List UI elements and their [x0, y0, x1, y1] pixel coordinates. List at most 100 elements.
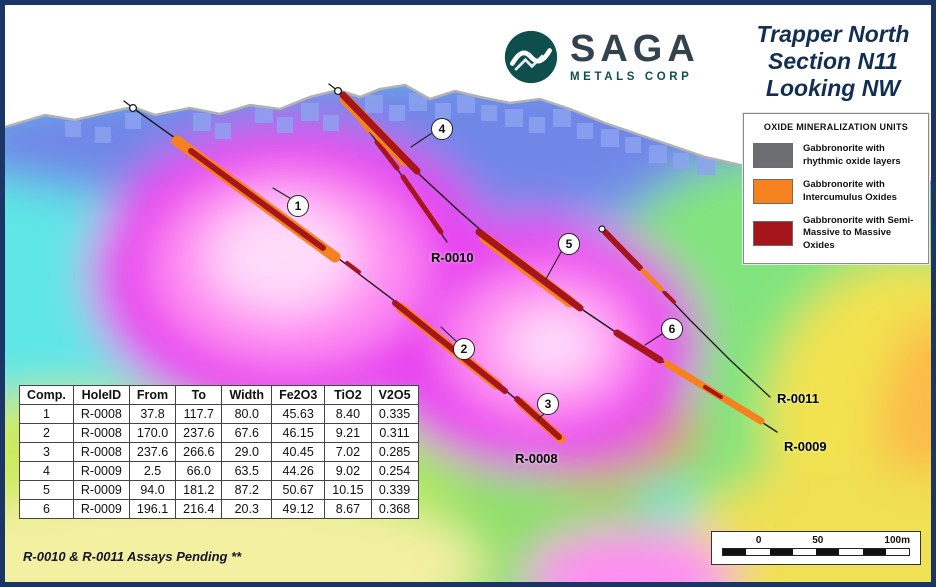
topography-line: [5, 83, 931, 183]
mineralized-interval-orange: [640, 268, 664, 292]
legend-swatch-orange: [753, 179, 793, 204]
brand-name: SAGA: [570, 28, 700, 71]
scale-label-0: 0: [755, 535, 762, 546]
table-cell: 0.285: [370, 442, 419, 462]
scale-label-50: 50: [812, 535, 824, 546]
table-header-row: Comp. HoleID From To Width Fe2O3 TiO2 V2…: [19, 385, 419, 405]
table-cell: 94.0: [128, 480, 177, 500]
table-cell: 237.6: [128, 442, 177, 462]
table-cell: 9.21: [324, 423, 372, 443]
table-header: From: [128, 385, 177, 405]
table-cell: 37.8: [128, 404, 177, 424]
table-cell: 4: [19, 461, 74, 481]
scale-bar: 0 50 100m: [711, 531, 921, 565]
table-cell: 9.02: [324, 461, 372, 481]
composite-marker-6: 6: [661, 318, 683, 340]
table-cell: 0.254: [370, 461, 419, 481]
table-header: V2O5: [370, 385, 419, 405]
scale-segment: [723, 549, 747, 555]
drillholes: [123, 83, 778, 444]
mineralized-interval-red: [663, 291, 676, 304]
table-cell: R-0008: [72, 442, 130, 462]
table-cell: 67.6: [221, 423, 273, 443]
hole-label-r0011: R-0011: [777, 391, 819, 406]
table-cell: R-0009: [72, 461, 130, 481]
table-cell: R-0008: [72, 423, 130, 443]
table-row: 6 R-0009 196.1 216.4 20.3 49.12 8.67 0.3…: [19, 499, 419, 519]
legend-swatch-gray: [753, 143, 793, 168]
table-cell: 63.5: [221, 461, 273, 481]
legend-item: Gabbronorite with Intercumulus Oxides: [753, 179, 919, 204]
table-row: 4 R-0009 2.5 66.0 63.5 44.26 9.02 0.254: [19, 461, 419, 481]
table-cell: 80.0: [221, 404, 273, 424]
composite-marker-2: 2: [453, 338, 475, 360]
mineralized-interval-red: [374, 139, 400, 171]
table-cell: 7.02: [324, 442, 372, 462]
table-cell: 170.0: [128, 423, 177, 443]
table-row: 5 R-0009 94.0 181.2 87.2 50.67 10.15 0.3…: [19, 480, 419, 500]
collar-symbol: [128, 103, 138, 113]
scale-segment: [839, 549, 863, 555]
assays-pending-note: R-0010 & R-0011 Assays Pending **: [23, 549, 242, 564]
table-row: 2 R-0008 170.0 237.6 67.6 46.15 9.21 0.3…: [19, 423, 419, 443]
mineralized-interval-red: [514, 396, 562, 440]
table-cell: 2.5: [128, 461, 177, 481]
mineralized-interval-red: [339, 91, 421, 175]
table-cell: 237.6: [175, 423, 223, 443]
table-cell: 117.7: [175, 404, 223, 424]
legend-item: Gabbronorite with Semi-Massive to Massiv…: [753, 215, 919, 252]
saga-logo-text: SAGA METALS CORP: [570, 28, 700, 83]
table-header: TiO2: [324, 385, 372, 405]
scale-bar-labels: 0 50 100m: [722, 535, 910, 547]
table-header: To: [175, 385, 223, 405]
scale-segment: [746, 549, 770, 555]
legend-label: Gabbronorite with rhythmic oxide layers: [803, 143, 901, 167]
mineralized-interval-red: [345, 261, 361, 274]
assay-table: Comp. HoleID From To Width Fe2O3 TiO2 V2…: [19, 385, 419, 519]
brand-subtitle: METALS CORP: [570, 70, 693, 83]
table-cell: 29.0: [221, 442, 273, 462]
hole-label-r0010: R-0010: [431, 250, 474, 265]
legend-label: Gabbronorite with Intercumulus Oxides: [803, 179, 897, 203]
table-cell: 45.63: [271, 404, 326, 424]
table-cell: 0.311: [370, 423, 419, 443]
saga-logo-icon: [504, 30, 558, 84]
collar-symbol: [598, 225, 606, 233]
mineralized-interval-red: [602, 229, 643, 271]
hole-label-r0009: R-0009: [784, 439, 827, 454]
section-title-line: Looking NW: [765, 75, 901, 102]
table-cell: 6: [19, 499, 74, 519]
table-cell: 181.2: [175, 480, 223, 500]
table-cell: 196.1: [128, 499, 177, 519]
mineralized-interval-red: [703, 385, 723, 399]
table-cell: 87.2: [221, 480, 273, 500]
table-cell: 0.368: [370, 499, 419, 519]
scale-label-100m: 100m: [884, 535, 910, 546]
table-cell: 2: [19, 423, 74, 443]
section-title-line: Section N11: [768, 48, 898, 75]
legend-box: OXIDE MINERALIZATION UNITS Gabbronorite …: [743, 113, 929, 265]
legend-label: Gabbronorite with Semi-Massive to Massiv…: [803, 215, 914, 251]
mineralized-interval-red: [188, 148, 326, 251]
section-title: Trapper North Section N11 Looking NW: [733, 21, 931, 102]
table-cell: 5: [19, 480, 74, 500]
legend-title: OXIDE MINERALIZATION UNITS: [763, 122, 909, 132]
table-cell: 49.12: [271, 499, 326, 519]
saga-logo: SAGA METALS CORP: [503, 29, 700, 85]
table-cell: 0.339: [370, 480, 419, 500]
table-cell: 3: [19, 442, 74, 462]
table-cell: 0.335: [370, 404, 419, 424]
table-cell: 10.15: [324, 480, 372, 500]
mineralized-interval-red: [475, 228, 584, 312]
legend-item: Gabbronorite with rhythmic oxide layers: [753, 143, 919, 168]
table-cell: 20.3: [221, 499, 273, 519]
table-cell: 8.40: [324, 404, 372, 424]
table-header: Fe2O3: [271, 385, 326, 405]
hole-label-r0008: R-0008: [515, 451, 558, 466]
table-cell: 40.45: [271, 442, 326, 462]
legend-swatch-darkred: [753, 221, 793, 247]
table-cell: 266.6: [175, 442, 223, 462]
table-header: Comp.: [19, 385, 74, 405]
section-title-line: Trapper North: [756, 21, 910, 47]
